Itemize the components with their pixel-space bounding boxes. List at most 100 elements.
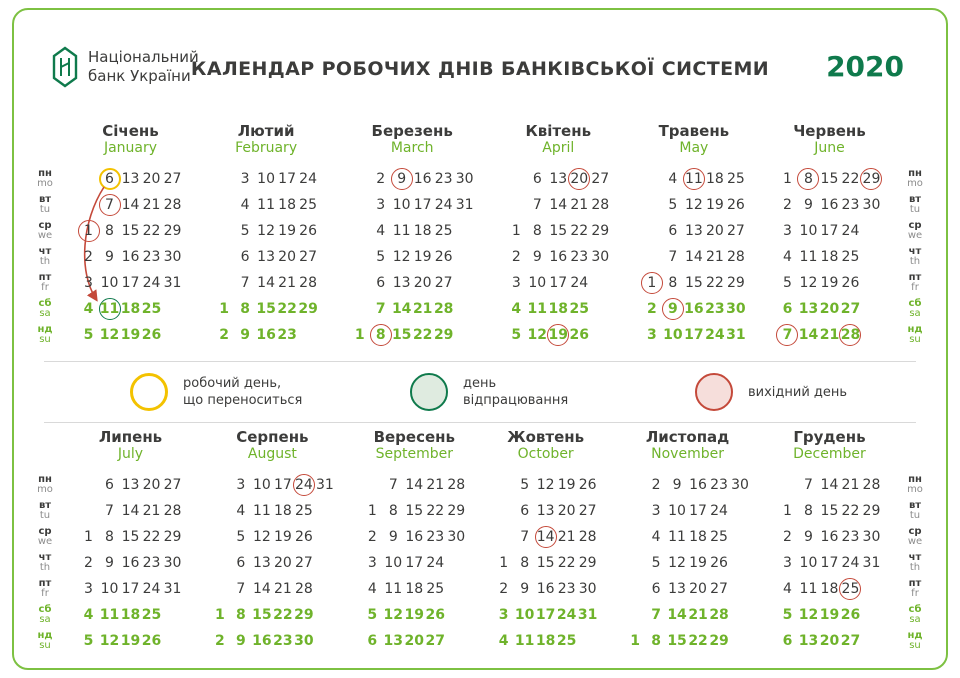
day-cell: 7 bbox=[668, 249, 678, 265]
day-cell: 30 bbox=[163, 249, 182, 265]
empty-cell bbox=[730, 602, 751, 628]
day-cell: 15 bbox=[121, 223, 140, 239]
day-off-circle bbox=[534, 526, 557, 548]
empty-cell bbox=[861, 270, 882, 296]
day-cell: 15 bbox=[391, 327, 412, 343]
day-cell: 9 bbox=[240, 327, 250, 343]
day-cell: 18 bbox=[278, 197, 296, 213]
day-cell: 28 bbox=[709, 607, 729, 623]
day-cell: 26 bbox=[726, 197, 745, 213]
month-name-en: May bbox=[679, 140, 709, 156]
day-cell: 23 bbox=[705, 301, 725, 317]
day-cell: 10 bbox=[257, 171, 275, 187]
day-cell: 2 bbox=[651, 477, 661, 493]
day-cell: 19 bbox=[705, 197, 724, 213]
day-off-circle bbox=[369, 324, 392, 346]
day-cell: 26 bbox=[569, 327, 590, 343]
day-cell: 1 bbox=[215, 607, 225, 623]
day-off-circle bbox=[839, 578, 862, 600]
day-cell: 13 bbox=[798, 633, 819, 649]
day-cell: 18 bbox=[120, 301, 141, 317]
day-cell: 11 bbox=[514, 633, 535, 649]
day-cell: 9 bbox=[672, 477, 682, 493]
day-cell: 3 bbox=[511, 275, 521, 291]
empty-cell bbox=[590, 296, 611, 322]
day-cell: 1 bbox=[219, 301, 229, 317]
month-november: Листопад November 2 9 16 23 30 3 10 17 24 4 11 18 25 5 1… bbox=[625, 428, 751, 654]
day-cell: 14 bbox=[667, 607, 687, 623]
day-cell: 18 bbox=[820, 249, 839, 265]
day-cell: 22 bbox=[142, 223, 161, 239]
empty-cell bbox=[861, 322, 882, 348]
day-cell: 10 bbox=[663, 327, 683, 343]
day-cell: 18 bbox=[689, 529, 707, 545]
day-cell: 28 bbox=[726, 249, 745, 265]
day-cell: 7 bbox=[240, 275, 250, 291]
day-cell: 7 bbox=[375, 301, 386, 317]
day-cell: 7 bbox=[776, 322, 799, 348]
empty-cell bbox=[162, 602, 183, 628]
day-cell: 20 bbox=[689, 581, 707, 597]
day-cell: 25 bbox=[299, 197, 317, 213]
day-cell: 19 bbox=[404, 607, 425, 623]
month-april: Квітень April 6 13 20 27 7 14 21 28 1 8 15 22 29 2 9 16 23… bbox=[506, 122, 611, 348]
empty-cell bbox=[625, 576, 646, 602]
months-bottom-half: пн mo вт tu ср we чт th пт fr сб sa нд su Липень July 6… bbox=[28, 428, 932, 654]
day-cell: 12 bbox=[527, 327, 548, 343]
day-cell: 3 bbox=[376, 197, 386, 213]
empty-cell bbox=[730, 524, 751, 550]
weekday-label-sa: сб sa bbox=[908, 298, 922, 319]
day-cell: 12 bbox=[99, 327, 120, 343]
day-cell: 13 bbox=[668, 581, 686, 597]
day-cell: 22 bbox=[426, 503, 445, 519]
day-cell: 23 bbox=[841, 197, 860, 213]
day-cell: 16 bbox=[820, 197, 839, 213]
day-cell: 27 bbox=[710, 581, 728, 597]
empty-cell bbox=[214, 218, 235, 244]
day-cell: 15 bbox=[667, 633, 687, 649]
day-cell: 2 bbox=[367, 529, 377, 545]
day-cell: 7 bbox=[105, 503, 114, 519]
day-cell: 22 bbox=[277, 301, 297, 317]
day-cell: 19 bbox=[413, 249, 432, 265]
day-cell: 26 bbox=[434, 249, 453, 265]
day-cell: 26 bbox=[841, 275, 860, 291]
day-cell: 4 bbox=[668, 171, 678, 187]
day-cell: 4 bbox=[240, 197, 250, 213]
legend-label: вихідний день bbox=[748, 384, 848, 400]
day-cell: 30 bbox=[163, 555, 182, 571]
day-off-circle bbox=[292, 474, 315, 496]
empty-cell bbox=[454, 270, 475, 296]
day-cell: 16 bbox=[405, 529, 424, 545]
day-cell: 1 bbox=[354, 327, 365, 343]
day-cell: 22 bbox=[557, 555, 576, 571]
day-cell: 8 bbox=[388, 503, 398, 519]
day-cell: 17 bbox=[273, 477, 292, 493]
day-cell: 23 bbox=[142, 249, 161, 265]
day-cell: 29 bbox=[709, 633, 729, 649]
day-off-circle bbox=[797, 168, 820, 190]
day-cell: 18 bbox=[273, 503, 292, 519]
months-row-bottom: Липень July 6 13 20 27 7 14 21 28 1 8 15 22 29 2 9 16 23 30… bbox=[62, 428, 898, 654]
day-cell: 13 bbox=[536, 503, 555, 519]
empty-cell bbox=[162, 322, 183, 348]
day-cell: 27 bbox=[294, 555, 313, 571]
day-cell: 19 bbox=[557, 477, 576, 493]
month-name-ua: Квітень bbox=[525, 122, 592, 140]
empty-cell bbox=[493, 524, 514, 550]
month-june: Червень June 1 8 15 22 29 2 9 16 23 30 3 10 17 24 4 11 18 2… bbox=[776, 122, 883, 348]
workoff-day-circle bbox=[410, 373, 448, 411]
weekday-label-we: ср we bbox=[37, 526, 53, 547]
day-cell: 30 bbox=[591, 249, 610, 265]
day-cell: 19 bbox=[278, 223, 296, 239]
day-cell: 22 bbox=[841, 171, 860, 187]
day-off-circle bbox=[661, 298, 684, 320]
day-cell: 22 bbox=[705, 275, 724, 291]
day-cell: 6 bbox=[236, 555, 246, 571]
day-cell: 27 bbox=[840, 301, 861, 317]
empty-cell bbox=[349, 192, 370, 218]
day-cell: 27 bbox=[578, 503, 597, 519]
day-cell: 11 bbox=[384, 581, 403, 597]
weekday-label-su: нд su bbox=[907, 324, 923, 345]
day-cell: 8 bbox=[803, 503, 813, 519]
